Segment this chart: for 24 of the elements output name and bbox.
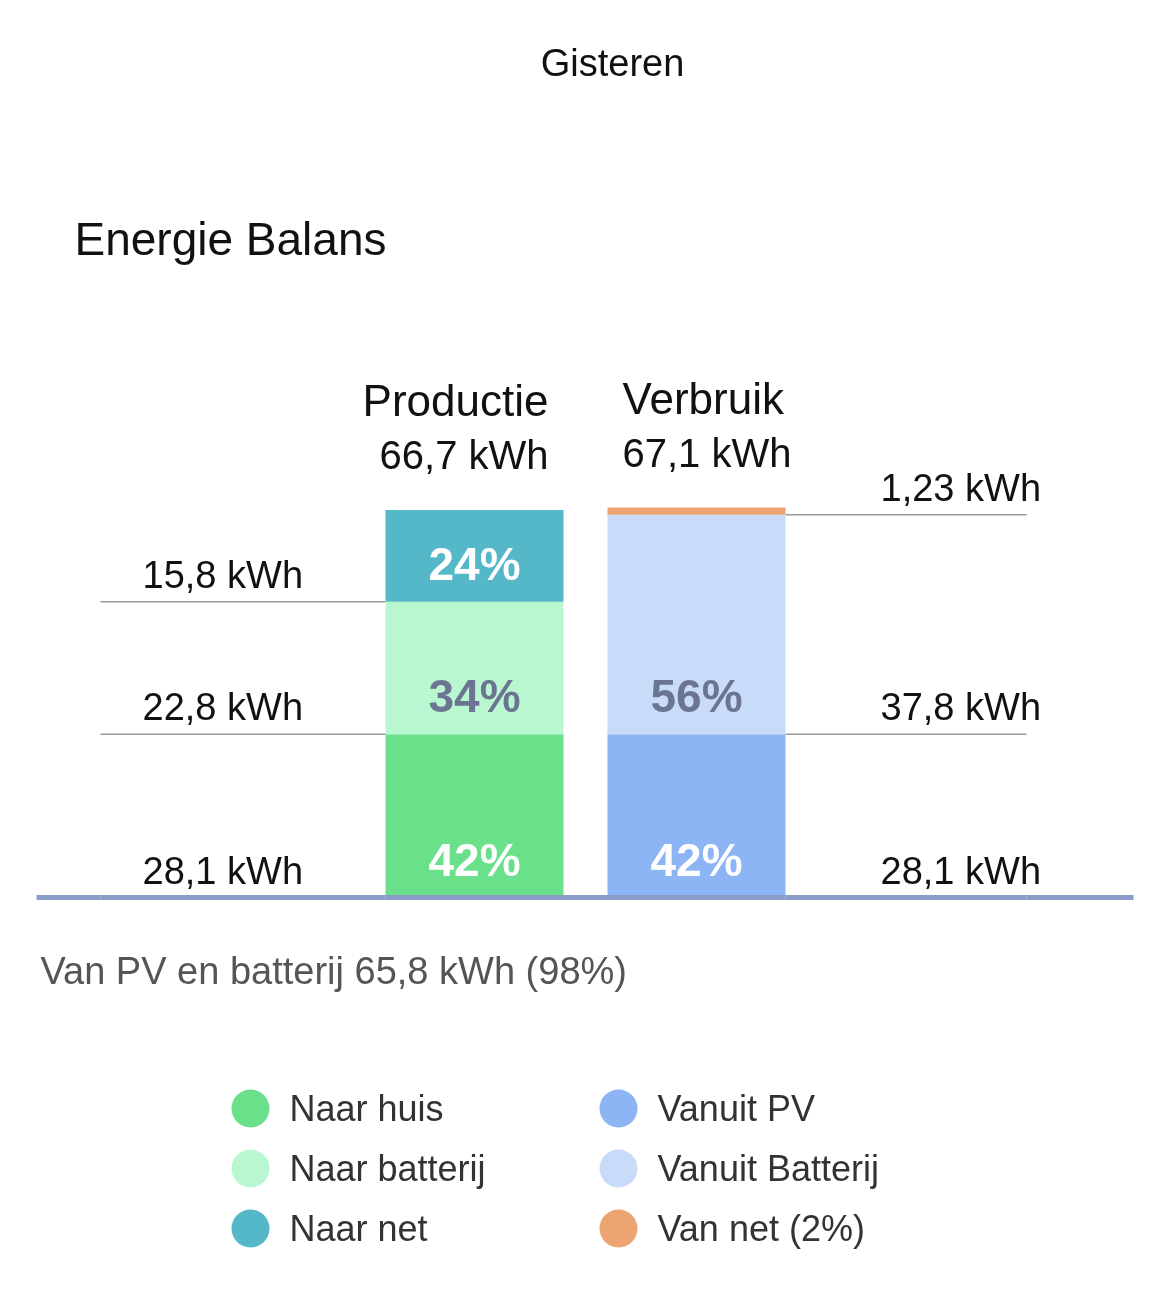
- data-label: 22,8 kWh: [142, 686, 304, 729]
- data-label: 28,1 kWh: [142, 849, 304, 892]
- text: Van PV en batterij 65,8 kWh (98%): [40, 949, 627, 992]
- legend-label: Naar huis: [289, 1088, 444, 1129]
- total-label: 66,7 kWh: [379, 433, 549, 477]
- data-label: 37,8 kWh: [880, 686, 1042, 729]
- legend-label: Vanuit PV: [657, 1088, 815, 1129]
- x-tick-label: Verbruik: [622, 374, 785, 423]
- data-label: 28,1 kWh: [880, 849, 1042, 892]
- legend-label: Vanuit Batterij: [657, 1148, 879, 1189]
- total-label: 67,1 kWh: [622, 430, 792, 475]
- legend-label: Naar batterij: [289, 1148, 486, 1189]
- annotation: 24%: [428, 537, 521, 590]
- x-tick-label: Productie: [362, 376, 549, 426]
- chart-subtitle: Gisteren: [540, 41, 685, 84]
- annotation: 56%: [650, 670, 743, 723]
- data-label: 1,23 kWh: [880, 466, 1042, 509]
- chart-title: Energie Balans: [74, 212, 387, 265]
- annotation: 34%: [428, 670, 521, 723]
- legend-label: Naar net: [289, 1208, 428, 1249]
- annotation: 42%: [650, 833, 743, 886]
- legend-label: Van net (2%): [657, 1208, 865, 1249]
- data-label: 15,8 kWh: [142, 553, 304, 596]
- annotation: 42%: [428, 833, 521, 886]
